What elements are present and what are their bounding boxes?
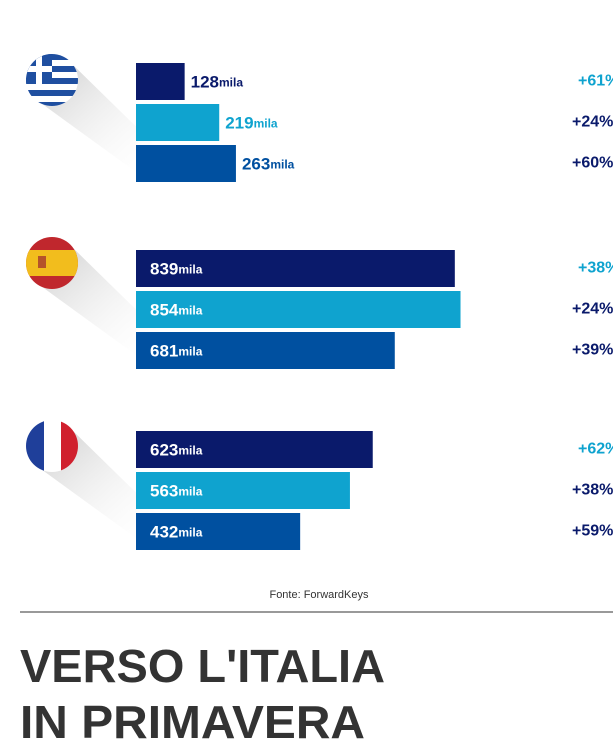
value-label: 263mila [242,155,295,174]
bar [136,513,301,550]
value-label: 839mila [150,260,203,279]
change-label: +59% [572,523,613,540]
bar [136,472,350,509]
flag-spain [26,237,160,358]
flag-greece [26,54,160,175]
change-label: +60% [572,155,613,172]
value-label: 854mila [150,301,203,320]
change-label: +24% [572,114,613,131]
bar [136,104,220,141]
value-label: 432mila [150,523,203,542]
change-label: +24% [572,301,613,318]
change-label: +39% [572,342,613,359]
bar [136,145,236,182]
bar [136,250,455,287]
change-label: +62% [578,441,613,458]
value-label: 563mila [150,482,203,501]
change-label: +38% [572,482,613,499]
heading-line: VERSO L'ITALIA [20,640,385,692]
value-label: 681mila [150,342,203,361]
value-label: 128mila [191,73,244,92]
heading-line: IN PRIMAVERA [20,696,365,748]
bar [136,332,395,369]
change-label: +38% [578,260,613,277]
flag-france [26,420,160,541]
value-label: 623mila [150,441,203,460]
value-label: 219mila [225,114,278,133]
bar [136,291,461,328]
bar [136,431,373,468]
change-label: +61% [578,73,613,90]
bar [136,63,185,100]
source: Fonte: ForwardKeys [269,589,369,601]
